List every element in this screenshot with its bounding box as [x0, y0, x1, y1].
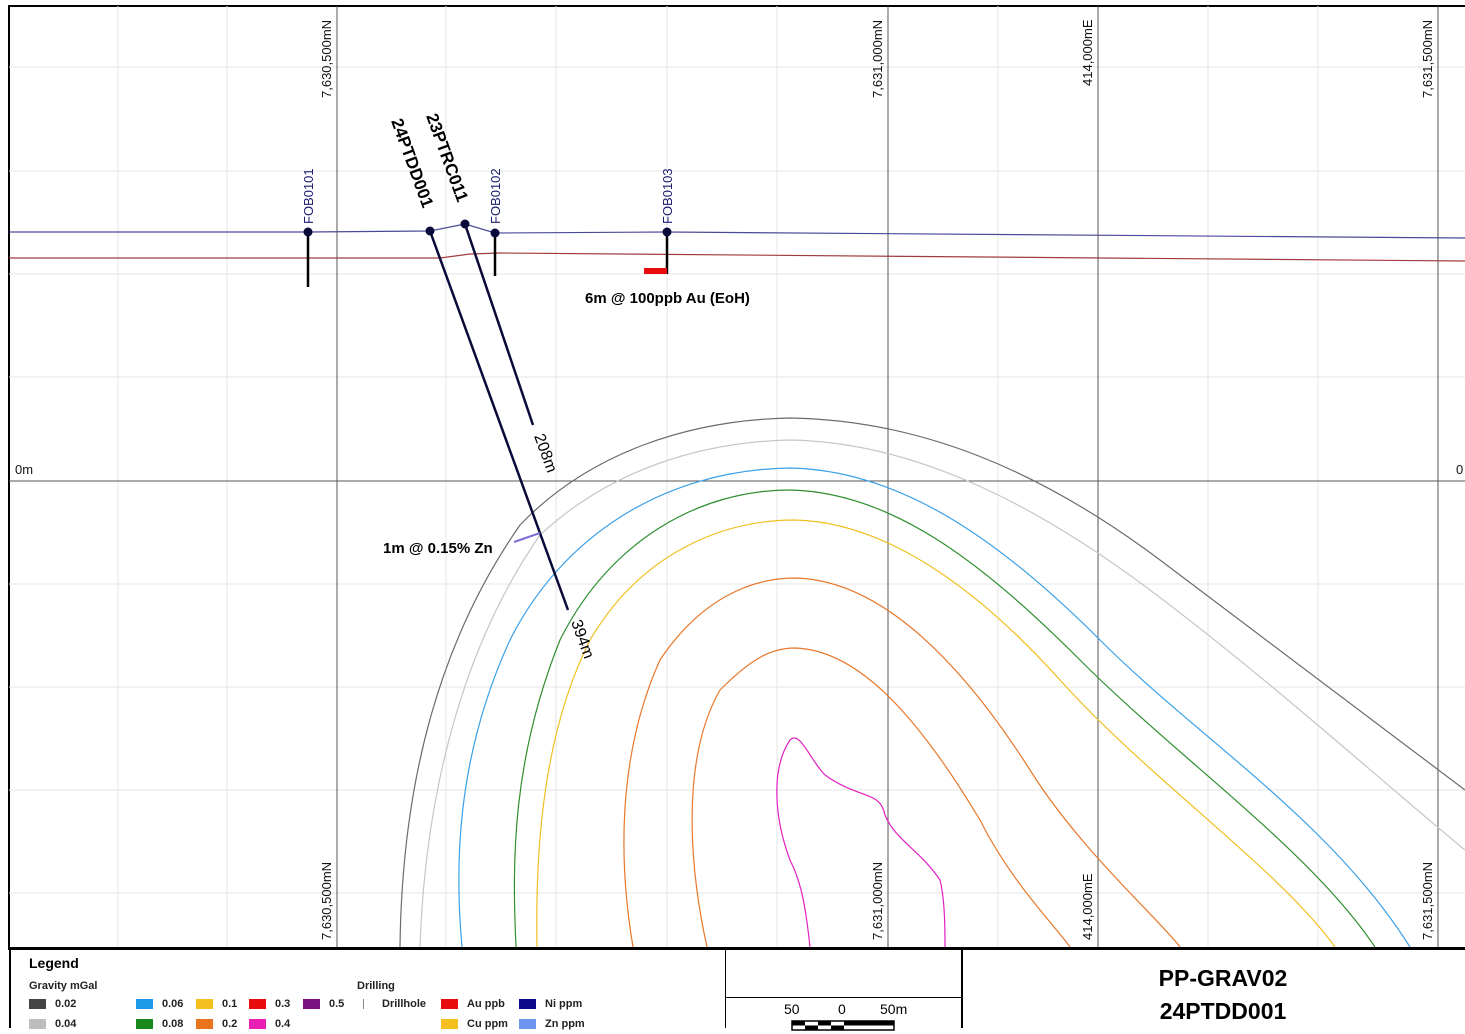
zn-intercept-annotation: 1m @ 0.15% Zn — [383, 540, 493, 557]
legend-item-drillhole: Drillhole — [363, 998, 426, 1010]
scale-label-left: 50 — [784, 1001, 800, 1017]
legend-item-ni: Ni ppm — [519, 998, 582, 1010]
contour-0.02 — [399, 417, 1465, 948]
legend-title: Legend — [29, 955, 79, 971]
scale-divider — [726, 997, 961, 998]
grid-label-top-4: 7,631,500mN — [1420, 20, 1435, 98]
drillhole-trace-23PTRC011 — [463, 223, 535, 426]
legend-swatch — [303, 999, 320, 1009]
drillhole-trace-24PTDD001 — [428, 230, 570, 611]
legend-item-0.02: 0.02 — [29, 998, 76, 1010]
legend-item-label: Cu ppm — [467, 1018, 508, 1030]
legend-item-0.5: 0.5 — [303, 998, 344, 1010]
legend-swatch — [29, 999, 46, 1009]
legend-item-label: 0.04 — [55, 1018, 77, 1030]
scale-label-mid: 0 — [838, 1001, 846, 1017]
legend-item-label: 0.06 — [162, 998, 184, 1010]
legend-swatch — [136, 1019, 153, 1029]
legend-item-0.06: 0.06 — [136, 998, 183, 1010]
grid-label-bottom-2: 7,631,000mN — [870, 862, 885, 940]
drillhole-symbol-icon — [363, 999, 364, 1009]
hole-label-FOB0102: FOB0102 — [488, 168, 503, 224]
contour-0.2-inner — [691, 647, 1071, 948]
legend-swatch — [441, 1019, 458, 1029]
legend-item-0.1: 0.1 — [196, 998, 237, 1010]
gravity-contours — [399, 417, 1465, 948]
hole-name: 24PTDD001 — [1159, 998, 1287, 1024]
surface-line-red — [9, 252, 1465, 262]
title-block: PP-GRAV02 24PTDD001 — [963, 947, 1465, 1028]
major-grid — [9, 6, 1465, 947]
legend-item-au: Au ppb — [441, 998, 505, 1010]
grid-label-top-3: 414,000mE — [1080, 19, 1095, 86]
gravity-legend-title: Gravity mGal — [29, 980, 98, 992]
drilling-legend-title: Drilling — [357, 980, 395, 992]
scale-label-right: 50m — [880, 1001, 908, 1017]
legend-item-0.08: 0.08 — [136, 1018, 183, 1030]
grid-label-top-1: 7,630,500mN — [319, 20, 334, 98]
legend-item-cu: Cu ppm — [441, 1018, 508, 1030]
legend-item-0.04: 0.04 — [29, 1018, 76, 1030]
au-intercept-annotation: 6m @ 100ppb Au (EoH) — [585, 290, 750, 307]
legend-item-0.4: 0.4 — [249, 1018, 290, 1030]
short-holes — [306, 232, 669, 287]
legend-swatch — [441, 999, 458, 1009]
legend-item-label: 0.2 — [222, 1018, 238, 1030]
au-intercept-marker — [644, 268, 667, 274]
contour-0.2-outer — [623, 577, 1181, 948]
legend-swatch — [249, 999, 266, 1009]
scale-bar-panel: 50 0 50m — [725, 947, 963, 1031]
legend-panel: Legend Gravity mGal 0.02 0.04 0.06 0.08 … — [9, 947, 725, 1030]
hole-label-FOB0103: FOB0103 — [660, 168, 675, 224]
legend-item-label: Zn ppm — [545, 1018, 585, 1030]
legend-item-label: 0.4 — [275, 1018, 291, 1030]
legend-item-label: 0.3 — [275, 998, 291, 1010]
grid-label-top-2: 7,631,000mN — [870, 20, 885, 98]
minor-grid — [9, 6, 1465, 947]
legend-swatch — [196, 1019, 213, 1029]
rl-label-right: 0 — [1456, 462, 1463, 477]
zn-intercept-marker — [513, 532, 541, 543]
legend-item-label: 0.02 — [55, 998, 77, 1010]
contour-0.06 — [458, 467, 1411, 948]
contour-0.08 — [513, 489, 1376, 948]
legend-swatch — [519, 999, 536, 1009]
rl-label-left: 0m — [15, 462, 33, 477]
legend-item-zn: Zn ppm — [519, 1018, 585, 1030]
legend-swatch — [196, 999, 213, 1009]
legend-item-label: 0.1 — [222, 998, 238, 1010]
contour-0.04 — [419, 439, 1465, 948]
grid-label-bottom-3: 414,000mE — [1080, 873, 1095, 940]
legend-swatch — [249, 1019, 266, 1029]
map-frame — [8, 5, 1465, 950]
legend-item-label: Drillhole — [382, 998, 427, 1010]
legend-item-label: 0.5 — [329, 998, 345, 1010]
project-name: PP-GRAV02 — [1158, 965, 1288, 991]
grid-label-bottom-1: 7,630,500mN — [319, 862, 334, 940]
collars — [303, 219, 672, 238]
hole-label-FOB0101: FOB0101 — [301, 168, 316, 224]
legend-swatch — [519, 1019, 536, 1029]
legend-item-label: 0.08 — [162, 1018, 184, 1030]
scale-bar-icon — [791, 1020, 895, 1031]
legend-swatch — [29, 1019, 46, 1029]
legend-item-0.3: 0.3 — [249, 998, 290, 1010]
contour-0.4 — [776, 737, 946, 948]
legend-item-label: Ni ppm — [545, 998, 583, 1010]
grid-label-bottom-4: 7,631,500mN — [1420, 862, 1435, 940]
legend-swatch — [136, 999, 153, 1009]
legend-item-label: Au ppb — [467, 998, 505, 1010]
legend-item-0.2: 0.2 — [196, 1018, 237, 1030]
contour-0.1 — [536, 519, 1336, 948]
